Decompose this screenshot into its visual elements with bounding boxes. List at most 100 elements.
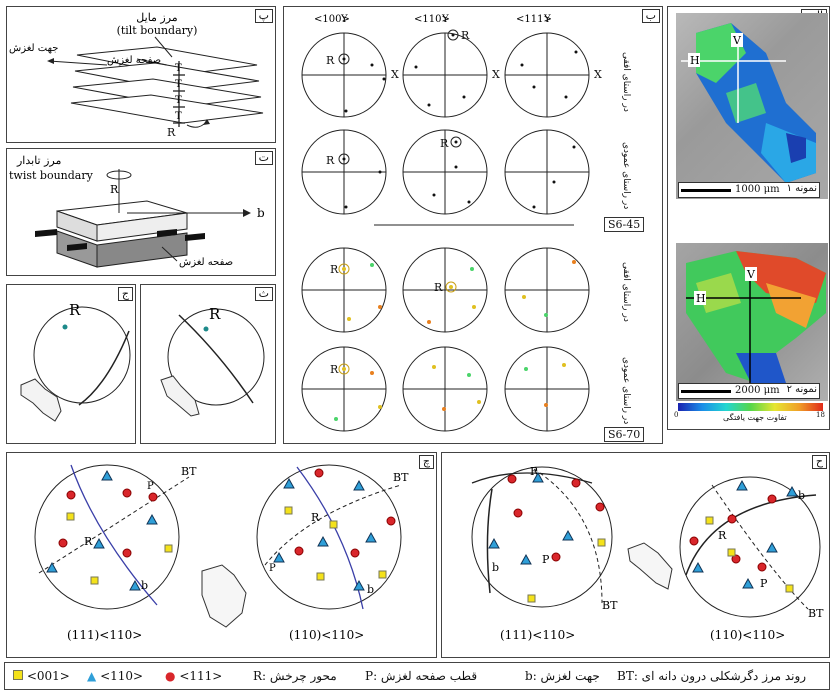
svg-text:BT: BT xyxy=(393,471,409,484)
svg-text:R: R xyxy=(84,535,93,548)
panel-label: ب xyxy=(641,9,660,23)
r-label: R xyxy=(330,263,339,276)
header-111: <111> xyxy=(516,14,552,25)
r-label: R xyxy=(69,301,81,319)
legend-110: ▲ <110> xyxy=(87,669,144,683)
svg-text:T: T xyxy=(175,95,182,106)
circle-icon: ● xyxy=(165,669,176,683)
r-label: R xyxy=(326,154,335,167)
twist-boundary-fa: مرز تابدار xyxy=(16,154,61,167)
caption-110-110: (110)<110> xyxy=(710,628,785,642)
r-label: R xyxy=(167,126,176,139)
panel-se: ث R xyxy=(140,284,276,444)
svg-text:P: P xyxy=(147,481,154,492)
x-axis-labels: X X X R R R R R R R xyxy=(326,29,602,376)
h-label-1: H xyxy=(690,54,700,67)
panel-he: ح R P b BT R P b BT (111)<110> (110)<110… xyxy=(441,452,830,658)
legend-111: ● <111> xyxy=(165,669,223,683)
triangle-icon: ▲ xyxy=(87,669,97,683)
slip-plane-label: صفحه لغزش xyxy=(179,257,233,268)
svg-text:X: X xyxy=(492,68,500,81)
legend-001: <001> xyxy=(13,669,70,683)
r-label: R xyxy=(330,363,339,376)
sample-label-s670: S6-70 xyxy=(604,427,645,442)
r-label: R xyxy=(461,29,470,42)
caption-110-110: (110)<110> xyxy=(289,628,364,642)
header-100: <100> xyxy=(314,14,350,25)
panel-label: پ xyxy=(254,9,273,23)
legend-p: قطب صفحه لغزش :P xyxy=(365,669,478,683)
ebsd-map-sample-1: H V xyxy=(676,13,828,199)
panel-jim: ج R xyxy=(6,284,136,444)
stereonets xyxy=(301,29,590,432)
r-label: R xyxy=(110,183,119,196)
row-label-horizontal: در راستای افقی xyxy=(621,52,631,112)
twist-boundary-en: twist boundary xyxy=(9,169,94,182)
row-label-vertical: در راستای عمودی xyxy=(621,142,631,210)
b-label: b xyxy=(257,206,265,220)
v-label-2: V xyxy=(746,268,756,281)
slip-direction-label: جهت لغزش xyxy=(9,43,58,54)
panel-label: ح xyxy=(811,455,827,469)
sample-label-s645: S6-45 xyxy=(604,217,645,232)
scale-bar-2: 2000 μm نمونه ۲ xyxy=(678,383,820,399)
r-label: R xyxy=(440,137,449,150)
colorbar-max: 18 xyxy=(816,411,825,419)
colorbar xyxy=(678,403,823,411)
pole-marks-top xyxy=(342,33,578,209)
caption-111-110: (111)<110> xyxy=(67,628,142,642)
r-label: R xyxy=(326,54,335,67)
legend-r: محور چرخش :R xyxy=(253,669,337,683)
ebsd-grain-1: H V xyxy=(681,23,816,183)
legend: <001> ▲ <110> ● <111> محور چرخش :R قطب ص… xyxy=(4,662,830,690)
panel-label: ت xyxy=(254,151,273,165)
scale-bar-1: 1000 μm نمونه ۱ xyxy=(678,182,820,198)
stereonet-se: R xyxy=(160,305,265,417)
h-label-2: H xyxy=(696,292,706,305)
ebsd-grain-2: H V xyxy=(686,251,826,393)
square-icon xyxy=(13,670,23,680)
row-label-vertical: در راستای عمودی xyxy=(621,357,631,425)
r-label: R xyxy=(209,305,221,323)
tilt-boundary-en: (tilt boundary) xyxy=(117,24,198,37)
svg-text:T: T xyxy=(175,79,182,90)
panel-label: چ xyxy=(418,455,434,469)
pole-figure-grid: <100> Y <110> Y <111> Y X X xyxy=(301,14,602,432)
pole-marks-bottom xyxy=(334,260,576,421)
svg-text:b: b xyxy=(798,489,805,502)
v-label-1: V xyxy=(732,34,742,47)
ebsd-map-sample-2: H V xyxy=(676,243,828,401)
panel-pe: پ T T T T R مرز مایل (tilt boundary) صفح… xyxy=(6,6,276,143)
y-axis-label: Y xyxy=(441,14,449,25)
svg-text:T: T xyxy=(175,63,182,74)
y-axis-label: Y xyxy=(340,14,348,25)
che-stereonets: BT R P b BT R P b (111)<110> (110)<110> xyxy=(34,464,409,642)
svg-text:P: P xyxy=(542,553,550,566)
panel-label: ث xyxy=(254,287,273,301)
tilt-boundary-diagram: T T T T R مرز مایل (tilt boundary) صفحه … xyxy=(9,11,264,139)
y-axis-label: Y xyxy=(543,14,551,25)
svg-text:BT: BT xyxy=(181,465,197,478)
svg-text:BT: BT xyxy=(602,599,618,612)
svg-text:R: R xyxy=(718,529,727,542)
svg-text:P: P xyxy=(269,563,276,574)
twist-boundary-diagram: b R مرز تابدار twist boundary صفحه لغزش xyxy=(9,154,265,268)
svg-text:P: P xyxy=(760,577,768,590)
panel-che: چ BT R P b BT R P b (111)<110> (110)<110… xyxy=(6,452,437,658)
r-label: R xyxy=(434,281,443,294)
stereonet-jim: R xyxy=(20,301,131,422)
colorbar-title: تفاوت جهت یافتگی xyxy=(723,413,787,422)
svg-text:b: b xyxy=(141,579,148,592)
colorbar-min: 0 xyxy=(674,411,679,419)
column-headers: <100> Y <110> Y <111> Y xyxy=(314,14,552,25)
header-110: <110> xyxy=(414,14,450,25)
svg-text:X: X xyxy=(594,68,602,81)
panel-alef: الف H V 1000 μm نمونه ۱ xyxy=(667,6,830,430)
row-label-horizontal: در راستای افقی xyxy=(621,262,631,322)
legend-bt: روند مرز دگرشکلی درون دانه ای :BT xyxy=(617,669,807,683)
svg-text:T: T xyxy=(175,111,182,122)
svg-text:X: X xyxy=(391,68,399,81)
svg-text:BT: BT xyxy=(808,607,824,620)
svg-text:b: b xyxy=(492,561,499,574)
slip-plane-label: صفحه لغزش xyxy=(107,55,161,66)
